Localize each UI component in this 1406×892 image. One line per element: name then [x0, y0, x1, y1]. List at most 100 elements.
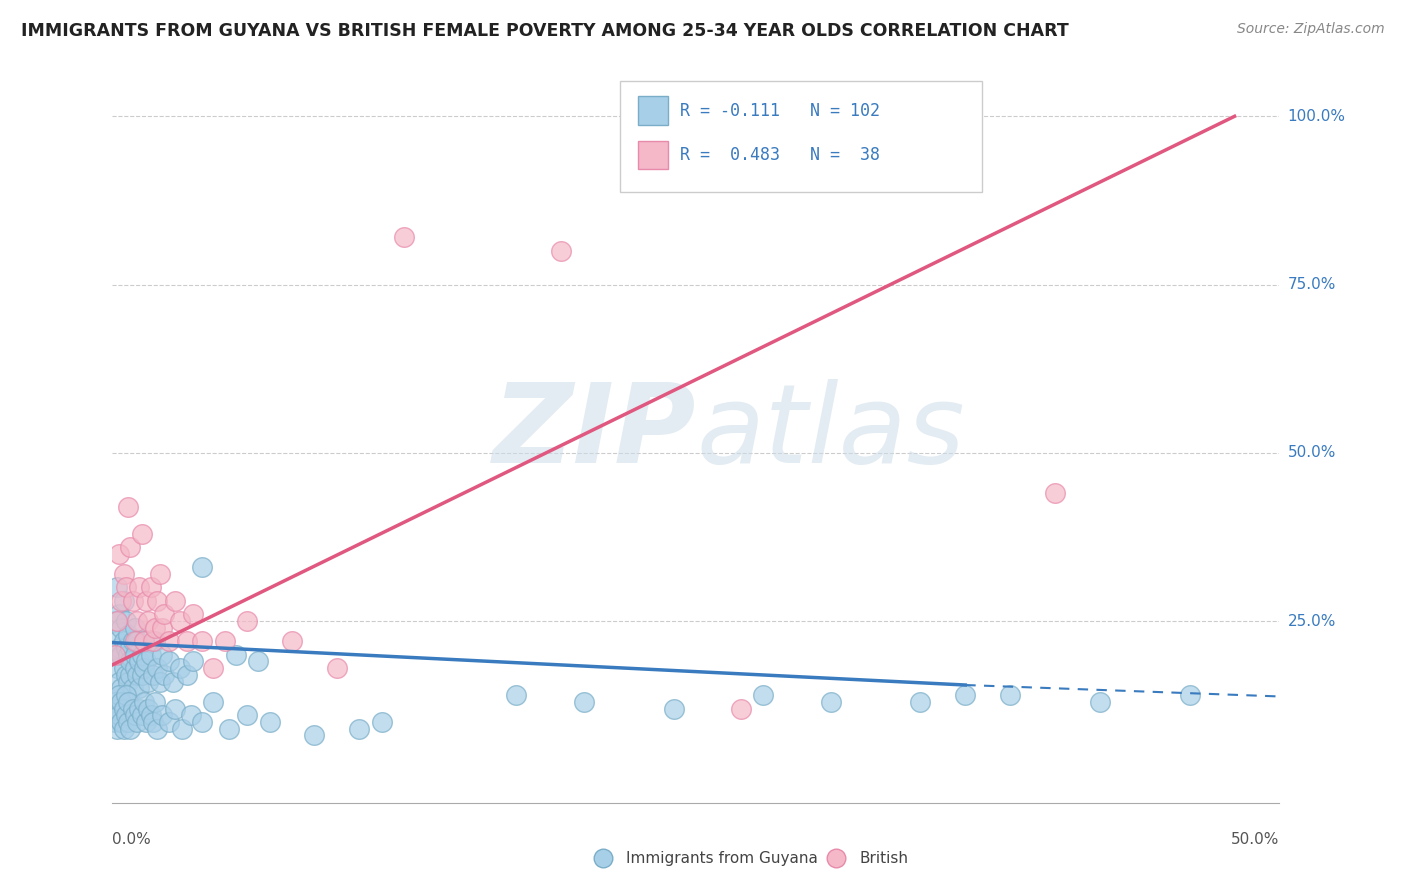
Point: [191, 560, 214, 574]
Point: [117, 627, 139, 641]
Text: IMMIGRANTS FROM GUYANA VS BRITISH FEMALE POVERTY AMONG 25-34 YEAR OLDS CORRELATI: IMMIGRANTS FROM GUYANA VS BRITISH FEMALE…: [21, 22, 1069, 40]
Point: [124, 648, 146, 662]
Point: [105, 634, 128, 648]
Point: [115, 581, 138, 595]
Point: [124, 634, 146, 648]
Point: [1043, 833, 1066, 847]
Text: 75.0%: 75.0%: [1288, 277, 1336, 292]
Point: [998, 688, 1021, 702]
Point: [105, 701, 128, 715]
Point: [143, 634, 166, 648]
Point: [1178, 688, 1201, 702]
Point: [157, 655, 180, 669]
Point: [157, 634, 180, 648]
Point: [236, 614, 259, 628]
Point: [105, 661, 128, 675]
Point: [117, 674, 139, 689]
Point: [150, 621, 173, 635]
Point: [110, 648, 132, 662]
Point: [505, 688, 527, 702]
Point: [146, 594, 169, 608]
Text: R =  0.483   N =  38: R = 0.483 N = 38: [679, 146, 880, 164]
Point: [181, 607, 204, 622]
Point: [143, 621, 166, 635]
Point: [139, 708, 162, 723]
Text: Immigrants from Guyana: Immigrants from Guyana: [626, 851, 818, 866]
Point: [117, 648, 139, 662]
Point: [127, 668, 149, 682]
Point: [121, 701, 143, 715]
Text: R = -0.111   N = 102: R = -0.111 N = 102: [679, 102, 880, 120]
Text: 0.0%: 0.0%: [112, 832, 152, 847]
Point: [117, 695, 139, 709]
Point: [132, 634, 155, 648]
Point: [218, 722, 240, 736]
Point: [165, 701, 187, 715]
Point: [115, 708, 138, 723]
Point: [112, 701, 135, 715]
Point: [180, 708, 202, 723]
Point: [128, 701, 150, 715]
Point: [572, 695, 595, 709]
Point: [112, 594, 135, 608]
Point: [730, 701, 752, 715]
Point: [131, 668, 153, 682]
Point: [169, 614, 191, 628]
Point: [110, 681, 132, 696]
Point: [128, 655, 150, 669]
Point: [121, 594, 143, 608]
Point: [112, 634, 135, 648]
Point: [112, 566, 135, 581]
Point: [150, 648, 173, 662]
FancyBboxPatch shape: [638, 96, 668, 125]
Point: [236, 708, 259, 723]
Point: [214, 634, 236, 648]
Text: 100.0%: 100.0%: [1288, 109, 1346, 124]
Point: [110, 695, 132, 709]
Point: [115, 640, 138, 655]
Point: [132, 661, 155, 675]
Point: [105, 614, 128, 628]
Point: [124, 708, 146, 723]
Point: [146, 722, 169, 736]
Point: [115, 614, 138, 628]
Point: [170, 722, 193, 736]
Point: [135, 714, 157, 729]
Point: [153, 607, 176, 622]
Text: 50.0%: 50.0%: [1288, 445, 1336, 460]
Point: [191, 634, 214, 648]
Point: [153, 668, 176, 682]
Point: [165, 594, 187, 608]
Text: Source: ZipAtlas.com: Source: ZipAtlas.com: [1237, 22, 1385, 37]
Point: [143, 695, 166, 709]
Point: [202, 695, 225, 709]
Point: [108, 547, 131, 561]
FancyBboxPatch shape: [620, 81, 981, 192]
Point: [304, 729, 326, 743]
Point: [120, 540, 142, 554]
Point: [110, 621, 132, 635]
Point: [176, 634, 198, 648]
Point: [120, 655, 142, 669]
Point: [105, 581, 128, 595]
Point: [157, 714, 180, 729]
Point: [117, 500, 139, 514]
Point: [142, 668, 165, 682]
Point: [121, 681, 143, 696]
Point: [149, 566, 172, 581]
Text: ZIP: ZIP: [492, 379, 696, 486]
Point: [128, 581, 150, 595]
Point: [191, 714, 214, 729]
Point: [169, 661, 191, 675]
Point: [820, 695, 842, 709]
Point: [108, 708, 131, 723]
Point: [181, 655, 204, 669]
Text: British: British: [859, 851, 908, 866]
Point: [394, 230, 416, 244]
Point: [121, 634, 143, 648]
Point: [120, 722, 142, 736]
Point: [104, 614, 127, 628]
Point: [110, 714, 132, 729]
Point: [139, 581, 162, 595]
Point: [142, 634, 165, 648]
